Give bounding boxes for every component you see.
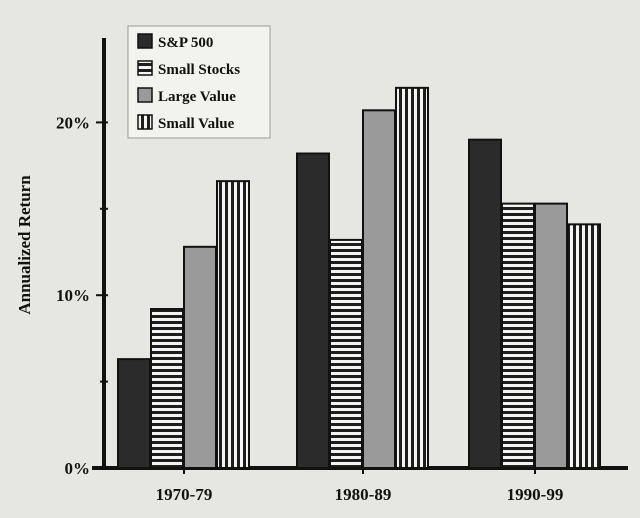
bar-small-value-1980-89 (395, 86, 429, 469)
legend-label: S&P 500 (158, 35, 213, 51)
legend-swatch (137, 114, 153, 130)
bar-large-value-1990-99 (534, 202, 568, 469)
bar-small-value-1970-79 (216, 180, 250, 469)
bar-small-value-1990-99 (567, 223, 601, 469)
y-tick-label: 10% (56, 286, 90, 305)
legend-label: Large Value (158, 89, 236, 105)
legend-swatch (137, 33, 153, 49)
legend-swatch (137, 60, 153, 76)
legend-label: Small Value (158, 116, 235, 132)
y-tick-label: 20% (56, 113, 90, 132)
y-ticks: 0% 10% 20% (56, 113, 108, 478)
bar-small-stocks-1980-89 (329, 238, 363, 469)
bar-large-value-1980-89 (362, 109, 396, 470)
x-tick-label: 1980-89 (335, 485, 392, 504)
y-axis: 0% 10% 20% (56, 38, 108, 478)
bar-s-p-500-1970-79 (117, 358, 151, 469)
x-axis: 1970-79 1980-89 1990-99 (92, 466, 628, 504)
bar-small-stocks-1970-79 (150, 308, 184, 469)
legend-label: Small Stocks (158, 62, 240, 78)
x-tick-label: 1970-79 (156, 485, 213, 504)
bar-large-value-1970-79 (183, 245, 217, 469)
y-tick-label: 0% (65, 459, 91, 478)
x-tick-label: 1990-99 (507, 485, 564, 504)
bars (117, 86, 601, 470)
legend-swatch (137, 87, 153, 103)
bar-small-stocks-1990-99 (501, 202, 535, 469)
x-ticks: 1970-79 1980-89 1990-99 (156, 466, 564, 504)
y-axis-label: Annualized Return (15, 175, 34, 315)
legend: S&P 500 Small Stocks Large Value Small Valu… (127, 25, 271, 139)
bar-s-p-500-1980-89 (296, 152, 330, 469)
bar-s-p-500-1990-99 (468, 138, 502, 469)
